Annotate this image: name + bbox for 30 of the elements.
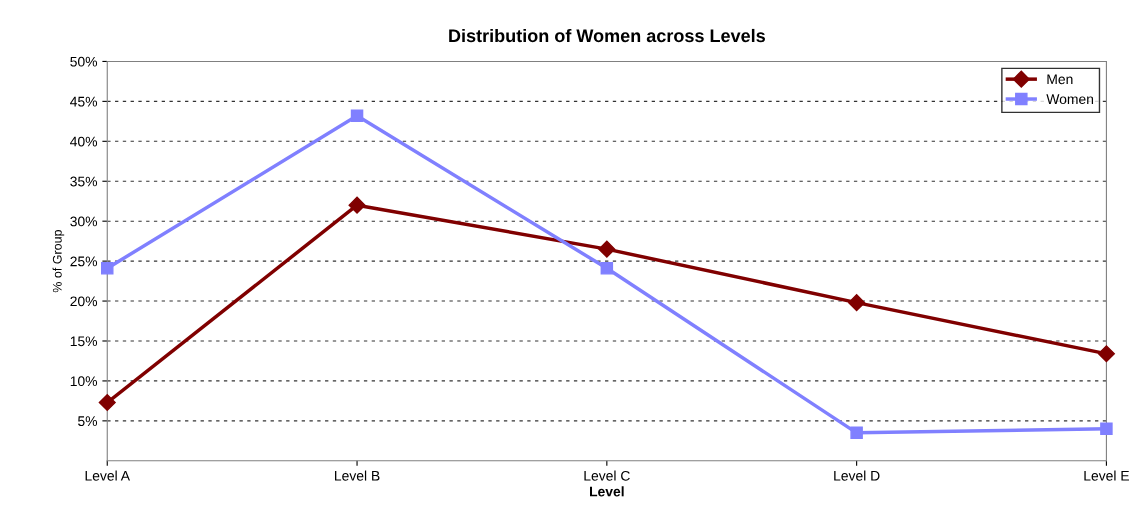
chart-title: Distribution of Women across Levels [449,28,765,43]
y-tick-label: 25% [70,256,98,267]
x-tick-label: Level C [584,470,630,481]
y-tick-label: 35% [70,176,98,187]
y-tick-label: 20% [70,296,98,307]
point [350,109,364,123]
point [598,240,616,258]
x-tick-label: Level E [1084,470,1129,481]
point [98,393,116,412]
x-tick-label: Level A [85,470,131,481]
point [1100,422,1113,436]
point [348,196,366,214]
y-tick-label: 45% [70,96,98,107]
point [848,294,866,312]
point [600,262,614,275]
point [101,262,114,275]
legend-label: Women [1046,94,1094,105]
legend-label: Men [1047,74,1073,85]
y-tick-label: 40% [70,136,98,147]
point [1097,345,1115,363]
point [850,426,863,440]
x-tick-label: Level D [834,470,880,481]
y-axis-title: % of Group [52,230,65,293]
y-tick-label: 50% [70,56,98,67]
y-tick-label: 15% [70,336,98,347]
y-tick-label: 5% [78,416,98,427]
y-tick-label: 30% [70,216,98,227]
x-axis-title: Level [590,486,624,497]
y-tick-label: 10% [70,376,98,387]
x-tick-label: Level B [335,470,380,481]
